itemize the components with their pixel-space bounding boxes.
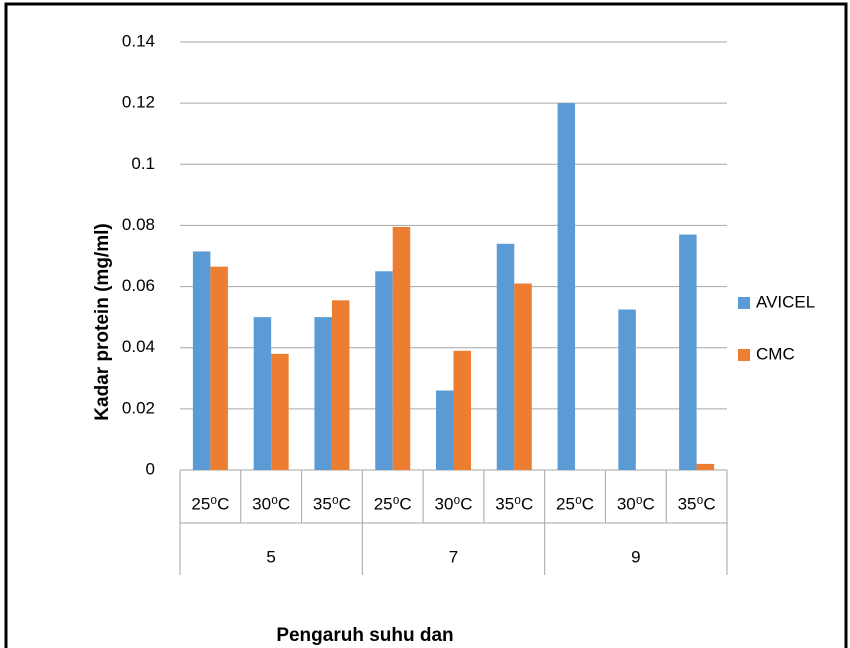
y-axis-title: Kadar protein (mg/ml) [92, 223, 113, 420]
x-tick-label: 35⁰C [678, 494, 716, 513]
y-tick-label: 0.02 [122, 398, 155, 417]
legend-label: CMC [756, 344, 795, 363]
x-tick-label: 30⁰C [617, 494, 655, 513]
bar [210, 266, 228, 470]
y-tick-label: 0.06 [122, 276, 155, 295]
bar [314, 317, 332, 470]
bar [253, 317, 272, 470]
group-label: 9 [631, 547, 640, 566]
legend-swatch [738, 349, 750, 361]
y-tick-label: 0.1 [131, 154, 155, 173]
y-tick-label: 0.08 [122, 215, 155, 234]
x-tick-label: 25⁰C [556, 494, 594, 513]
bar [192, 251, 211, 470]
y-tick-label: 0.12 [122, 93, 155, 112]
bar [557, 103, 576, 471]
bar [696, 463, 715, 470]
y-tick-label: 0 [146, 459, 155, 478]
bar [453, 350, 471, 470]
group-label: 5 [266, 547, 275, 566]
bar [496, 243, 515, 470]
y-tick-label: 0.14 [122, 31, 155, 50]
x-tick-label: 35⁰C [495, 494, 533, 513]
x-tick-label: 25⁰C [374, 494, 412, 513]
x-tick-label: 25⁰C [191, 494, 229, 513]
x-tick-label: 30⁰C [434, 494, 472, 513]
bar [514, 283, 532, 470]
legend-label: AVICEL [756, 292, 815, 311]
bar [271, 353, 289, 470]
frame [4, 2, 848, 648]
bar [618, 309, 636, 470]
bar [392, 226, 411, 470]
x-axis-title: Pengaruh suhu dan [276, 625, 453, 646]
legend-swatch [738, 297, 750, 309]
x-tick-label: 35⁰C [313, 494, 351, 513]
bar [436, 390, 454, 470]
bar [375, 271, 393, 470]
group-label: 7 [449, 547, 458, 566]
x-tick-label: 30⁰C [252, 494, 290, 513]
bar [331, 300, 350, 470]
y-tick-label: 0.04 [122, 337, 155, 356]
bar [679, 234, 697, 470]
